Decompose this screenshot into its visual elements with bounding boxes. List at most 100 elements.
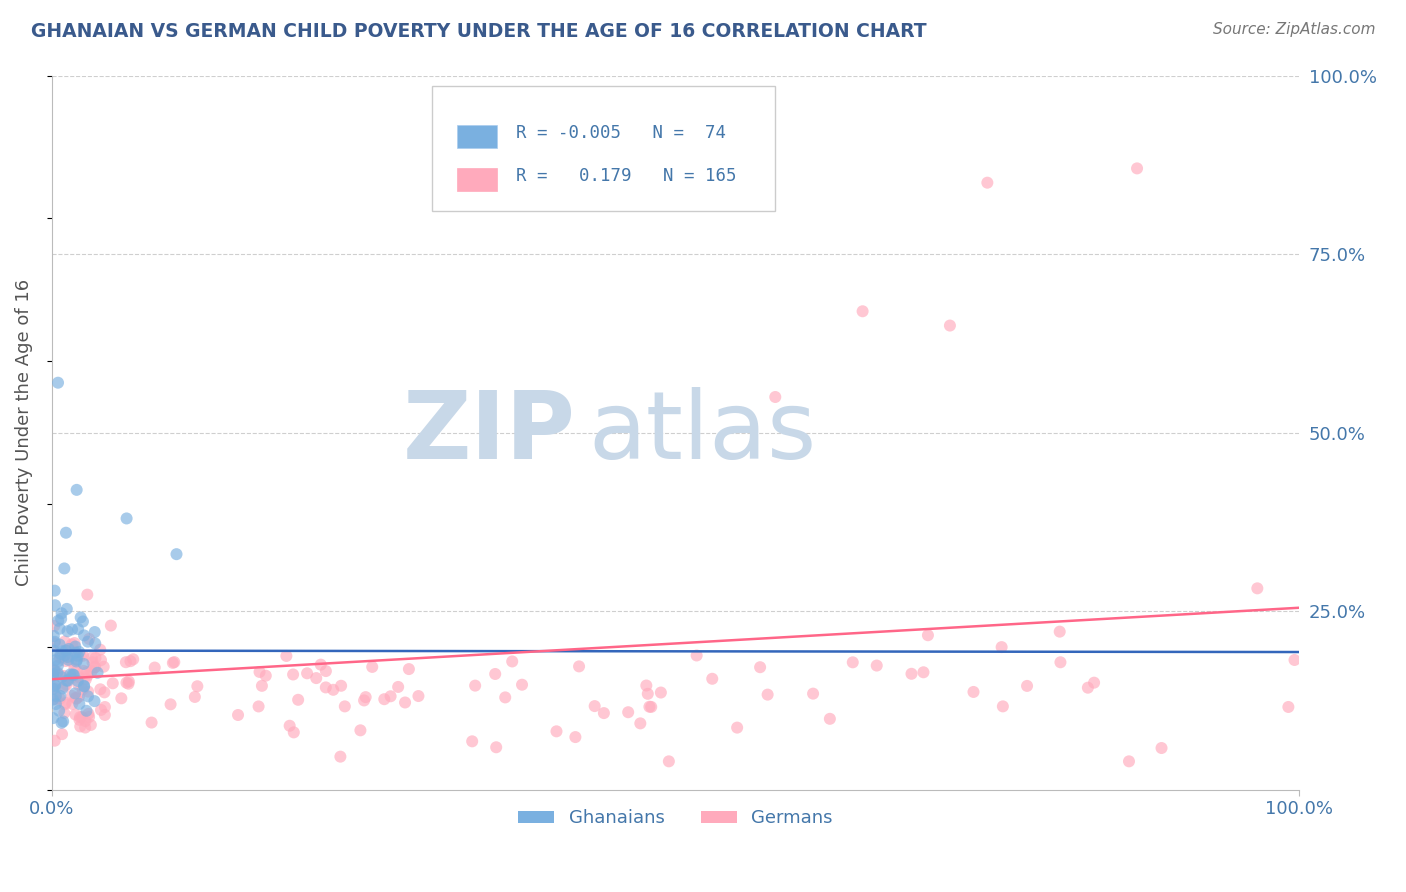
Point [63, 662, 86, 676]
Point [53, 648, 76, 663]
Point [990, 640, 1012, 654]
Point [66, 673, 89, 688]
Point [44, 583, 66, 598]
Point [84, 660, 107, 674]
Point [159, 698, 181, 712]
Point [55, 678, 77, 692]
Point [93, 685, 115, 699]
Point [73, 680, 96, 694]
Point [749, 660, 772, 674]
Point [42, 681, 65, 696]
Point [658, 755, 681, 769]
Point [1118, 755, 1140, 769]
Point [991, 699, 1014, 714]
Point [912, 665, 935, 680]
Text: R =   0.179   N = 165: R = 0.179 N = 165 [516, 167, 737, 185]
Point [62, 667, 84, 681]
Point [461, 734, 484, 748]
Point [66, 483, 89, 497]
Point [756, 688, 779, 702]
Point [44, 636, 66, 650]
Point [1284, 653, 1306, 667]
Point [80, 665, 103, 679]
Point [65, 655, 87, 669]
Point [77, 632, 100, 646]
Point [48, 704, 70, 718]
Bar [457, 125, 498, 148]
Point [56, 602, 79, 616]
Point [349, 723, 371, 738]
Point [485, 740, 508, 755]
Point [58, 653, 80, 667]
Point [637, 687, 659, 701]
Point [46, 614, 69, 628]
Point [315, 681, 337, 695]
Point [101, 676, 124, 690]
Point [361, 660, 384, 674]
Point [63, 645, 86, 659]
Point [702, 672, 724, 686]
Point [77, 684, 100, 698]
Point [141, 715, 163, 730]
Point [900, 666, 922, 681]
Point [501, 655, 523, 669]
Point [82, 655, 104, 669]
Point [49, 691, 72, 706]
Point [72, 615, 94, 629]
Point [917, 628, 939, 642]
Point [546, 724, 568, 739]
Point [394, 696, 416, 710]
Point [685, 648, 707, 663]
Point [65, 646, 87, 660]
Point [46, 654, 69, 668]
Point [69, 719, 91, 733]
Point [44, 664, 66, 678]
Point [67, 645, 90, 659]
Point [51, 715, 73, 730]
Point [315, 664, 337, 678]
Point [568, 659, 591, 673]
Point [1150, 741, 1173, 756]
Point [1126, 161, 1149, 176]
Point [42, 669, 65, 683]
Point [51, 727, 73, 741]
Point [44, 679, 66, 693]
Point [305, 671, 328, 685]
Point [67, 678, 90, 692]
Point [44, 663, 66, 677]
Point [56, 624, 79, 639]
Point [118, 674, 141, 689]
Point [115, 655, 138, 669]
Point [276, 648, 298, 663]
Point [44, 681, 66, 696]
Point [66, 653, 89, 667]
Point [77, 706, 100, 721]
Point [65, 640, 87, 654]
Point [60, 655, 83, 669]
Point [387, 680, 409, 694]
Point [76, 634, 98, 648]
Point [1083, 675, 1105, 690]
Point [44, 635, 66, 649]
Point [281, 667, 304, 681]
Point [84, 651, 107, 665]
Point [962, 685, 984, 699]
Point [725, 721, 748, 735]
Point [44, 599, 66, 613]
Point [801, 687, 824, 701]
Point [55, 525, 77, 540]
Point [186, 679, 208, 693]
Point [46, 665, 69, 680]
Point [48, 650, 70, 665]
Point [59, 667, 82, 681]
Point [80, 718, 103, 732]
Point [42, 629, 65, 643]
Point [65, 691, 87, 706]
Point [510, 678, 533, 692]
Point [494, 690, 516, 705]
Point [283, 725, 305, 739]
Point [1277, 700, 1299, 714]
Point [117, 677, 139, 691]
Point [163, 655, 186, 669]
Point [1015, 679, 1038, 693]
